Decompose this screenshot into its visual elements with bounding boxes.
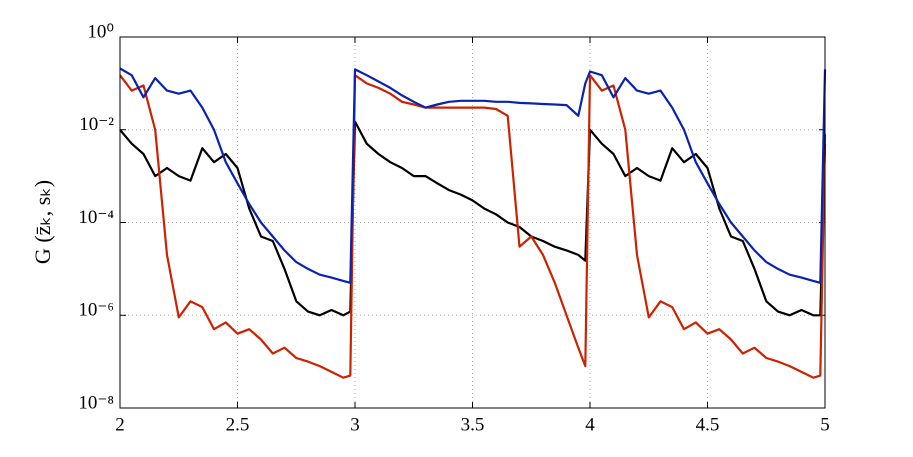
series-line	[119, 74, 827, 379]
y-tick-label: 10⁻⁴	[78, 207, 114, 228]
y-axis-label: G (z̄ₖ, sₖ)	[30, 180, 55, 264]
plot-frame	[119, 36, 826, 409]
series-line	[119, 120, 827, 317]
x-tick-label: 5	[820, 414, 830, 435]
x-tick-label: 4	[585, 414, 595, 435]
series-line	[119, 67, 827, 284]
x-tick-label: 4.5	[696, 414, 720, 435]
y-tick-label: 10⁻⁶	[78, 300, 114, 321]
y-tick-label: 10⁻²	[79, 114, 114, 135]
x-tick-label: 3.5	[461, 414, 485, 435]
y-tick-label: 10⁰	[87, 21, 114, 42]
y-tick-label: 10⁻⁸	[78, 392, 114, 413]
x-tick-label: 3	[350, 414, 360, 435]
x-tick-label: 2	[115, 414, 125, 435]
x-tick-label: 2.5	[226, 414, 250, 435]
